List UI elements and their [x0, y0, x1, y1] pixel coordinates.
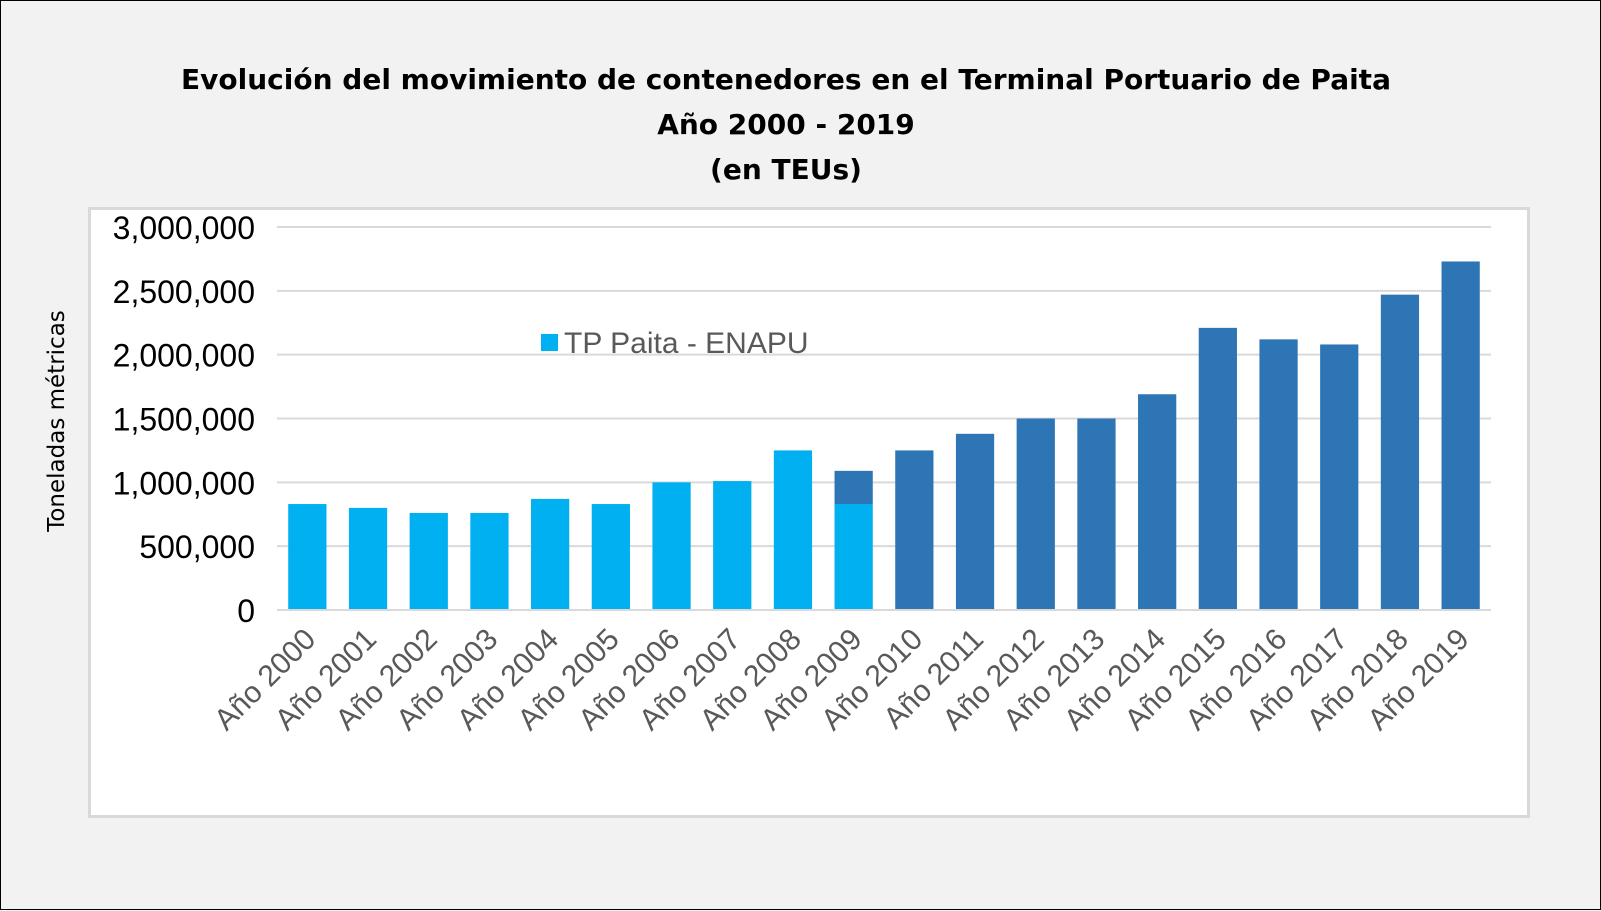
- bar-series1-5: [531, 498, 570, 610]
- chart-title: Evolución del movimiento de contenedores…: [1, 57, 1571, 192]
- title-line-3: (en TEUs): [710, 153, 862, 186]
- bar-series2-15: [1138, 394, 1177, 610]
- bar-series2-18: [1320, 344, 1359, 610]
- bar-series1-10: [834, 504, 873, 610]
- bar-series1-8: [713, 481, 752, 610]
- y-tick-label: 500,000: [139, 529, 255, 565]
- bar-series2-20: [1441, 261, 1480, 610]
- y-tick-label: 3,000,000: [113, 210, 255, 246]
- y-tick-label: 1,000,000: [113, 465, 255, 501]
- y-tick-label: 1,500,000: [113, 402, 255, 438]
- y-tick-label: 0: [237, 593, 255, 629]
- bar-series2-11: [895, 450, 934, 610]
- bar-series1-6: [591, 504, 630, 610]
- bar-series2-16: [1198, 327, 1237, 610]
- bar-series1-7: [652, 482, 691, 610]
- bar-series2-19: [1380, 294, 1420, 610]
- bar-series2-17: [1259, 339, 1298, 610]
- y-tick-label: 2,000,000: [113, 338, 255, 374]
- bar-series1-2: [348, 507, 388, 610]
- y-tick-label: 2,500,000: [113, 274, 255, 310]
- bar-series2-10: [834, 470, 873, 505]
- bar-series1-3: [409, 512, 448, 610]
- bar-series1-9: [773, 450, 813, 610]
- bar-series2-13: [1016, 418, 1055, 610]
- title-line-2: Año 2000 - 2019: [657, 108, 915, 141]
- title-line-1: Evolución del movimiento de contenedores…: [181, 63, 1391, 96]
- legend-swatch: [541, 334, 558, 351]
- bar-series2-12: [955, 433, 995, 610]
- bar-series2-14: [1077, 418, 1116, 610]
- legend-label: TP Paita - ENAPU: [564, 327, 809, 360]
- bar-series1-1: [288, 504, 327, 610]
- bar-series1-4: [470, 512, 509, 610]
